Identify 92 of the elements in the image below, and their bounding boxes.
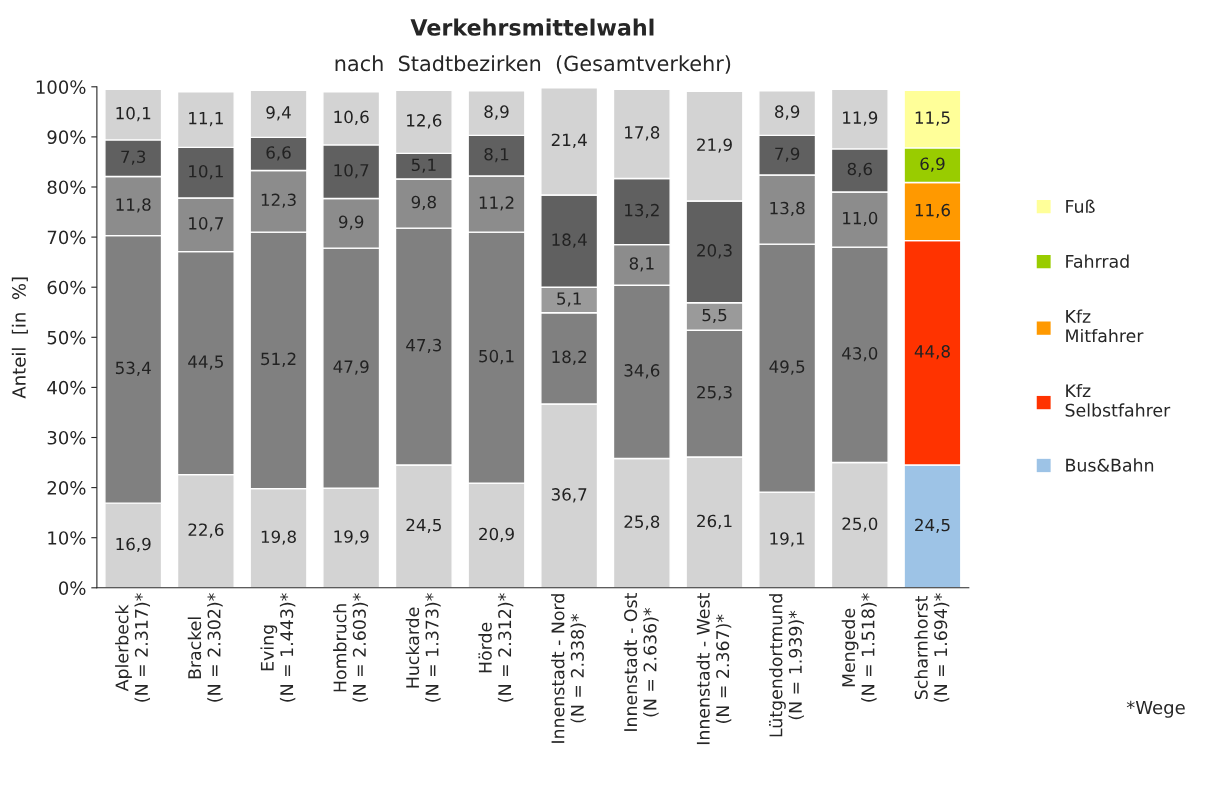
data-label: 24,5 xyxy=(406,518,441,533)
legend-label: Bus&Bahn xyxy=(1066,458,1154,472)
data-label: 16,9 xyxy=(116,537,151,553)
data-label: 13,8 xyxy=(770,201,805,217)
data-label: 19,8 xyxy=(261,530,296,545)
x-tick-label: Hörde (N = 2.312)* xyxy=(478,593,514,702)
data-label: 10,7 xyxy=(189,217,223,232)
data-label: 7,3 xyxy=(121,150,146,165)
data-label: 10,1 xyxy=(116,106,151,122)
data-label: 34,6 xyxy=(624,364,660,379)
data-label: 20,9 xyxy=(479,527,514,542)
chart-subtitle: nach Stadtbezirken (Gesamtverkehr) xyxy=(335,55,731,74)
legend-label: Kfz Mitfahrer xyxy=(1066,309,1144,343)
data-label: 20,3 xyxy=(697,244,732,259)
data-label: 10,1 xyxy=(189,164,223,180)
y-tick-label: 60% xyxy=(47,280,86,295)
data-label: 8,9 xyxy=(775,105,800,120)
y-axis-title: Anteil [in %] xyxy=(11,277,28,399)
data-label: 25,8 xyxy=(624,515,660,530)
data-label: 24,5 xyxy=(915,518,950,533)
data-label: 11,0 xyxy=(843,211,878,227)
data-label: 21,9 xyxy=(697,138,732,153)
data-label: 11,6 xyxy=(915,203,950,219)
data-label: 9,4 xyxy=(266,106,291,121)
data-label: 11,1 xyxy=(189,112,223,127)
x-tick-label: Huckarde (N = 1.373)* xyxy=(405,593,441,702)
data-label: 8,6 xyxy=(847,162,873,177)
x-tick-label: Scharnhorst (N = 1.694)* xyxy=(914,593,950,702)
data-label: 51,2 xyxy=(261,352,296,367)
data-label: 8,1 xyxy=(629,257,654,272)
data-label: 9,9 xyxy=(338,215,364,230)
text: *Wege xyxy=(1126,700,1185,718)
y-tick-label: 100% xyxy=(36,80,86,94)
data-label: 18,4 xyxy=(552,233,587,248)
data-label: 11,9 xyxy=(843,111,878,126)
data-label: 50,1 xyxy=(479,349,514,365)
data-label: 47,9 xyxy=(333,360,369,375)
data-label: 18,2 xyxy=(552,350,587,365)
data-label: 5,1 xyxy=(411,158,436,173)
data-label: 12,3 xyxy=(261,193,296,208)
x-tick-label: Aplerbeck (N = 2.317)* xyxy=(115,593,151,702)
y-tick-label: 40% xyxy=(47,380,86,395)
data-label: 9,8 xyxy=(411,195,436,211)
data-label: 13,2 xyxy=(625,203,659,219)
y-tick-label: 50% xyxy=(47,330,86,345)
data-label: 6,9 xyxy=(920,157,945,172)
data-label: 19,9 xyxy=(334,530,369,545)
data-label: 7,9 xyxy=(775,147,800,162)
data-label: 43,0 xyxy=(842,347,878,362)
data-label: 10,7 xyxy=(334,163,369,179)
data-label: 5,1 xyxy=(557,292,581,307)
chart-title: Verkehrsmittelwahl xyxy=(410,18,654,36)
y-tick-label: 20% xyxy=(47,481,86,495)
y-tick-label: 90% xyxy=(47,130,86,145)
data-label: 8,1 xyxy=(484,147,509,163)
data-label: 49,5 xyxy=(769,360,805,375)
y-tick-label: 80% xyxy=(47,180,86,195)
data-label: 19,1 xyxy=(770,532,805,547)
data-label: 36,7 xyxy=(551,488,587,503)
data-label: 21,4 xyxy=(551,133,587,148)
legend-label: Fahrrad xyxy=(1066,254,1129,268)
x-tick-label: Innenstadt - Nord (N = 2.338)* xyxy=(551,594,586,743)
data-label: 26,1 xyxy=(697,514,732,529)
data-label: 17,8 xyxy=(625,126,660,141)
data-label: 5,5 xyxy=(702,308,727,324)
data-label: 44,8 xyxy=(914,345,950,360)
y-tick-label: 70% xyxy=(47,230,86,245)
data-label: 22,6 xyxy=(188,523,224,538)
data-label: 11,8 xyxy=(116,198,151,213)
data-label: 53,4 xyxy=(115,361,151,376)
y-tick-label: 30% xyxy=(47,430,86,445)
data-label: 25,0 xyxy=(842,517,878,532)
y-tick-label: 0% xyxy=(59,581,86,595)
data-label: 47,3 xyxy=(406,338,442,354)
x-tick-label: Brackel (N = 2.302)* xyxy=(187,593,223,702)
data-label: 8,9 xyxy=(484,105,509,120)
data-label: 6,6 xyxy=(266,146,291,161)
x-tick-label: Mengede (N = 1.518)* xyxy=(841,593,877,702)
legend-label: Kfz Selbstfahrer xyxy=(1065,383,1171,417)
x-tick-label: Lütgendortmund (N = 1.939)* xyxy=(769,594,804,737)
data-label: 11,2 xyxy=(479,196,514,211)
data-label: 11,5 xyxy=(915,111,950,126)
data-label: 12,6 xyxy=(407,114,442,129)
data-label: 44,5 xyxy=(188,355,223,370)
data-label: 10,6 xyxy=(334,110,369,125)
x-tick-label: Innenstadt - Ost (N = 2.636)* xyxy=(623,593,659,731)
data-label: 25,3 xyxy=(697,385,732,401)
legend-label: Fuß xyxy=(1066,199,1095,213)
y-tick-label: 10% xyxy=(48,531,86,545)
x-tick-label: Eving (N = 1.443)* xyxy=(260,593,296,702)
x-tick-label: Hombruch (N = 2.603)* xyxy=(333,593,368,702)
x-tick-label: Innenstadt - West (N = 2.367)* xyxy=(696,593,732,745)
